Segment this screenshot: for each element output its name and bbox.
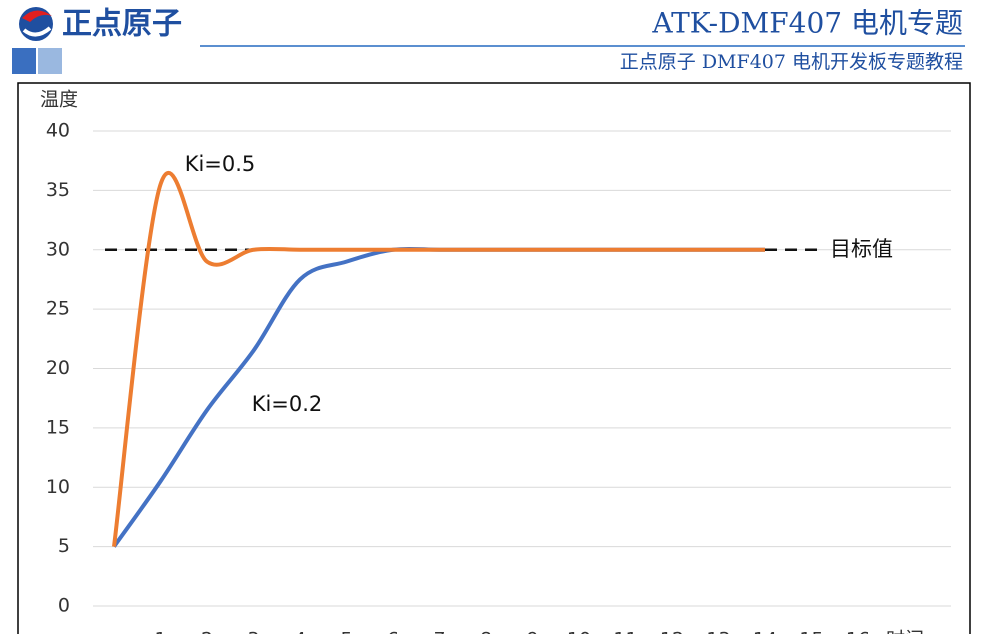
plot: 051015202530354012345678910111213141516目… <box>46 120 951 634</box>
x-tick-label: 13 <box>706 629 730 634</box>
x-tick-label: 5 <box>340 629 352 634</box>
x-tick-label: 12 <box>660 629 684 634</box>
target-label: 目标值 <box>830 237 893 261</box>
y-tick-label: 35 <box>46 179 70 201</box>
header-title: ATK-DMF407 电机专题 <box>651 7 963 40</box>
series-line <box>112 246 765 548</box>
y-tick-label: 15 <box>46 416 70 438</box>
series-label: Ki=0.2 <box>252 392 323 416</box>
x-tick-label: 1 <box>154 629 166 634</box>
series-label: Ki=0.5 <box>185 152 256 176</box>
logo-icon <box>19 7 53 41</box>
x-axis-label: 时间 <box>886 629 924 634</box>
chart-frame <box>17 82 971 634</box>
y-tick-label: 25 <box>46 298 70 320</box>
x-tick-label: 4 <box>294 629 306 634</box>
series-line <box>112 171 765 547</box>
x-tick-label: 15 <box>799 629 823 634</box>
logo-text: 正点原子 <box>62 7 182 42</box>
y-axis-label: 温度 <box>40 89 78 111</box>
y-tick-label: 40 <box>46 120 70 142</box>
x-tick-label: 14 <box>753 629 777 634</box>
decor-square <box>38 48 62 74</box>
x-tick-label: 8 <box>480 629 492 634</box>
header-subtitle: 正点原子 DMF407 电机开发板专题教程 <box>620 51 963 73</box>
y-tick-label: 30 <box>46 238 70 260</box>
y-tick-label: 5 <box>58 535 70 557</box>
x-tick-label: 16 <box>846 629 870 634</box>
x-tick-label: 7 <box>433 629 445 634</box>
x-tick-label: 10 <box>567 629 591 634</box>
y-tick-label: 0 <box>58 595 70 617</box>
x-tick-label: 6 <box>387 629 399 634</box>
decor-square <box>12 48 36 74</box>
x-tick-label: 2 <box>201 629 213 634</box>
x-tick-label: 9 <box>526 629 538 634</box>
y-tick-label: 10 <box>46 476 70 498</box>
x-tick-label: 11 <box>613 629 637 634</box>
y-tick-label: 20 <box>46 357 70 379</box>
x-tick-label: 3 <box>247 629 259 634</box>
